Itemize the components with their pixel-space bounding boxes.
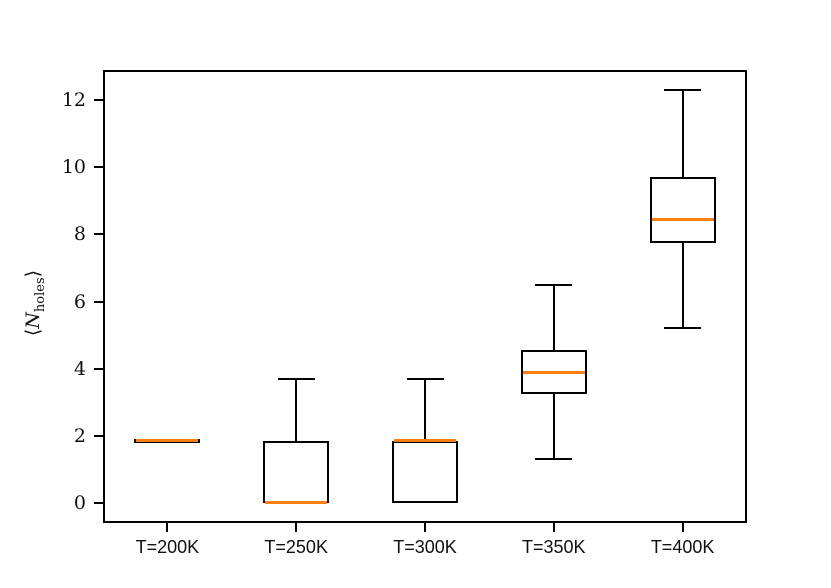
whisker-cap-low (535, 458, 573, 461)
whisker-cap-low (664, 327, 702, 330)
y-tick (94, 300, 103, 303)
x-tick-label: T=200K (135, 537, 200, 557)
whisker-cap-high (535, 283, 573, 286)
y-tick-label: 10 (61, 156, 86, 179)
whisker-cap-high (406, 377, 444, 380)
y-tick (94, 367, 103, 370)
ylabel-open-bracket: ⟨ (22, 328, 44, 337)
whisker-high (552, 284, 555, 351)
y-tick-label: 4 (73, 357, 86, 380)
x-tick (424, 523, 426, 532)
median-line (136, 439, 199, 443)
x-tick (681, 523, 684, 532)
box (263, 440, 330, 503)
y-tick (94, 501, 103, 504)
median-line (651, 217, 714, 221)
y-tick (94, 233, 103, 236)
x-tick (552, 523, 555, 532)
whisker-high (681, 90, 684, 178)
y-tick-label: 8 (73, 223, 86, 246)
box (649, 177, 716, 243)
whisker-low (681, 242, 684, 329)
box (520, 350, 587, 394)
median-line (265, 501, 328, 505)
y-tick (94, 166, 103, 169)
median-line (522, 370, 585, 374)
y-tick (94, 434, 103, 437)
whisker-high (424, 378, 426, 441)
y-tick-label: 12 (61, 89, 86, 112)
y-tick-label: 0 (73, 491, 86, 514)
x-tick (166, 523, 169, 532)
box (392, 440, 458, 503)
x-tick-label: T=300K (393, 537, 457, 557)
whisker-cap-high (664, 89, 702, 92)
ylabel-symbol: N (22, 312, 44, 329)
x-tick (295, 523, 298, 532)
whisker-cap-high (277, 377, 315, 380)
x-tick-label: T=400K (650, 537, 715, 557)
plot-area: ⟨Nholes⟩ 0 2 4 6 8 10 12 T=200K T=250K T=300K T=35… (22, 70, 747, 557)
y-tick-label: 6 (73, 290, 86, 313)
y-tick (94, 99, 103, 102)
median-line (394, 439, 456, 443)
x-tick-label: T=250K (264, 537, 328, 557)
ylabel-close-bracket: ⟩ (22, 269, 44, 278)
y-tick-label: 2 (73, 424, 86, 447)
whisker-low (552, 393, 555, 460)
whisker-high (295, 378, 298, 441)
x-tick-label: T=350K (522, 537, 586, 557)
